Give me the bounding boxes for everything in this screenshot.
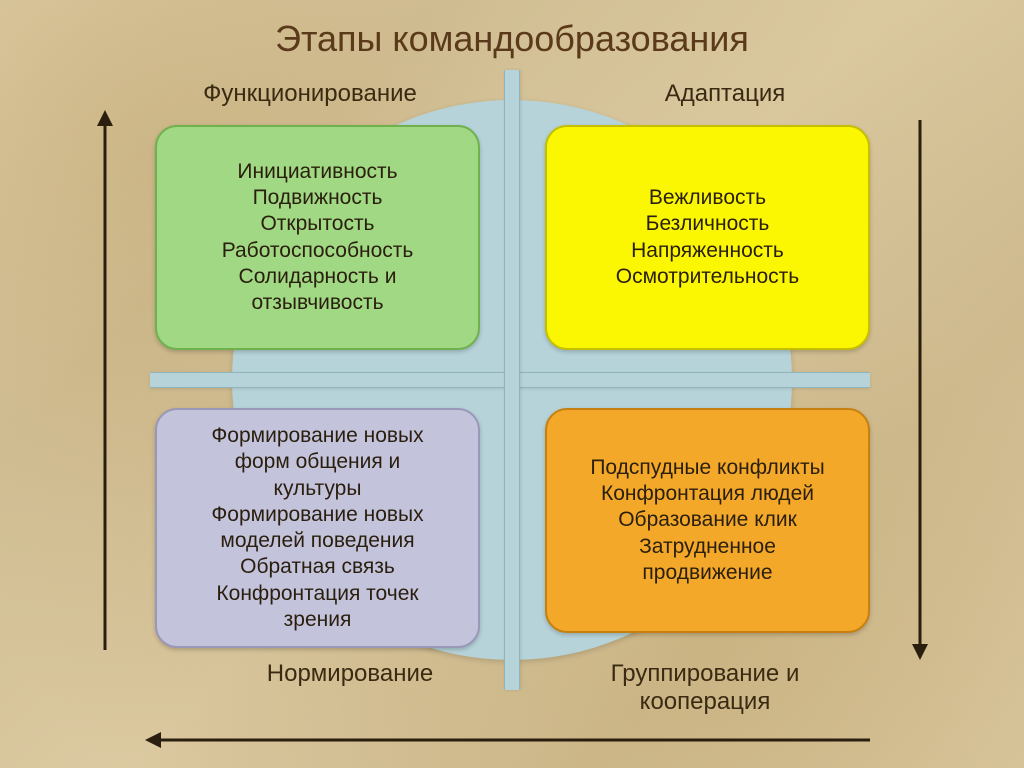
- arrow-bottom-left: [145, 730, 880, 750]
- quadrant-line: Напряженность: [631, 238, 784, 264]
- quadrant-functioning: ИнициативностьПодвижностьОткрытостьРабот…: [155, 125, 480, 350]
- quadrant-line: Формирование новых: [211, 502, 423, 528]
- quadrant-line: Формирование новых: [211, 423, 423, 449]
- quadrant-line: Подвижность: [253, 185, 383, 211]
- quadrant-line: Конфронтация точек: [216, 581, 418, 607]
- quadrant-line: Открытость: [260, 211, 374, 237]
- quadrant-line: Инициативность: [237, 159, 397, 185]
- quadrant-line: Солидарность и: [239, 264, 397, 290]
- stage-label-grouping: Группирование и кооперация: [555, 660, 855, 716]
- stage-label-norming: Нормирование: [205, 660, 495, 688]
- quadrant-line: моделей поведения: [220, 528, 414, 554]
- quadrant-line: Безличность: [646, 211, 770, 237]
- quadrant-line: культуры: [274, 476, 362, 502]
- quadrant-line: Образование клик: [618, 507, 797, 533]
- cross-vertical: [504, 70, 520, 690]
- quadrant-line: Работоспособность: [222, 238, 414, 264]
- stage-label-functioning: Функционирование: [165, 80, 455, 108]
- quadrant-adaptation: ВежливостьБезличностьНапряженностьОсмотр…: [545, 125, 870, 350]
- quadrant-line: Обратная связь: [240, 554, 395, 580]
- arrow-right-down: [910, 110, 930, 660]
- quadrant-line: зрения: [284, 607, 352, 633]
- stage-label-adaptation: Адаптация: [580, 80, 870, 108]
- quadrant-line: Конфронтация людей: [601, 481, 814, 507]
- arrow-left-up: [95, 110, 115, 660]
- quadrant-norming: Формирование новыхформ общения икультуры…: [155, 408, 480, 648]
- quadrant-line: Затрудненное: [639, 534, 776, 560]
- quadrant-line: Вежливость: [649, 185, 766, 211]
- quadrant-line: форм общения и: [235, 449, 401, 475]
- quadrant-line: Осмотрительность: [616, 264, 799, 290]
- quadrant-line: Подспудные конфликты: [590, 455, 824, 481]
- page-title: Этапы командообразования: [0, 18, 1024, 60]
- quadrant-line: продвижение: [642, 560, 772, 586]
- quadrant-line: отзывчивость: [251, 290, 383, 316]
- quadrant-grouping: Подспудные конфликтыКонфронтация людейОб…: [545, 408, 870, 633]
